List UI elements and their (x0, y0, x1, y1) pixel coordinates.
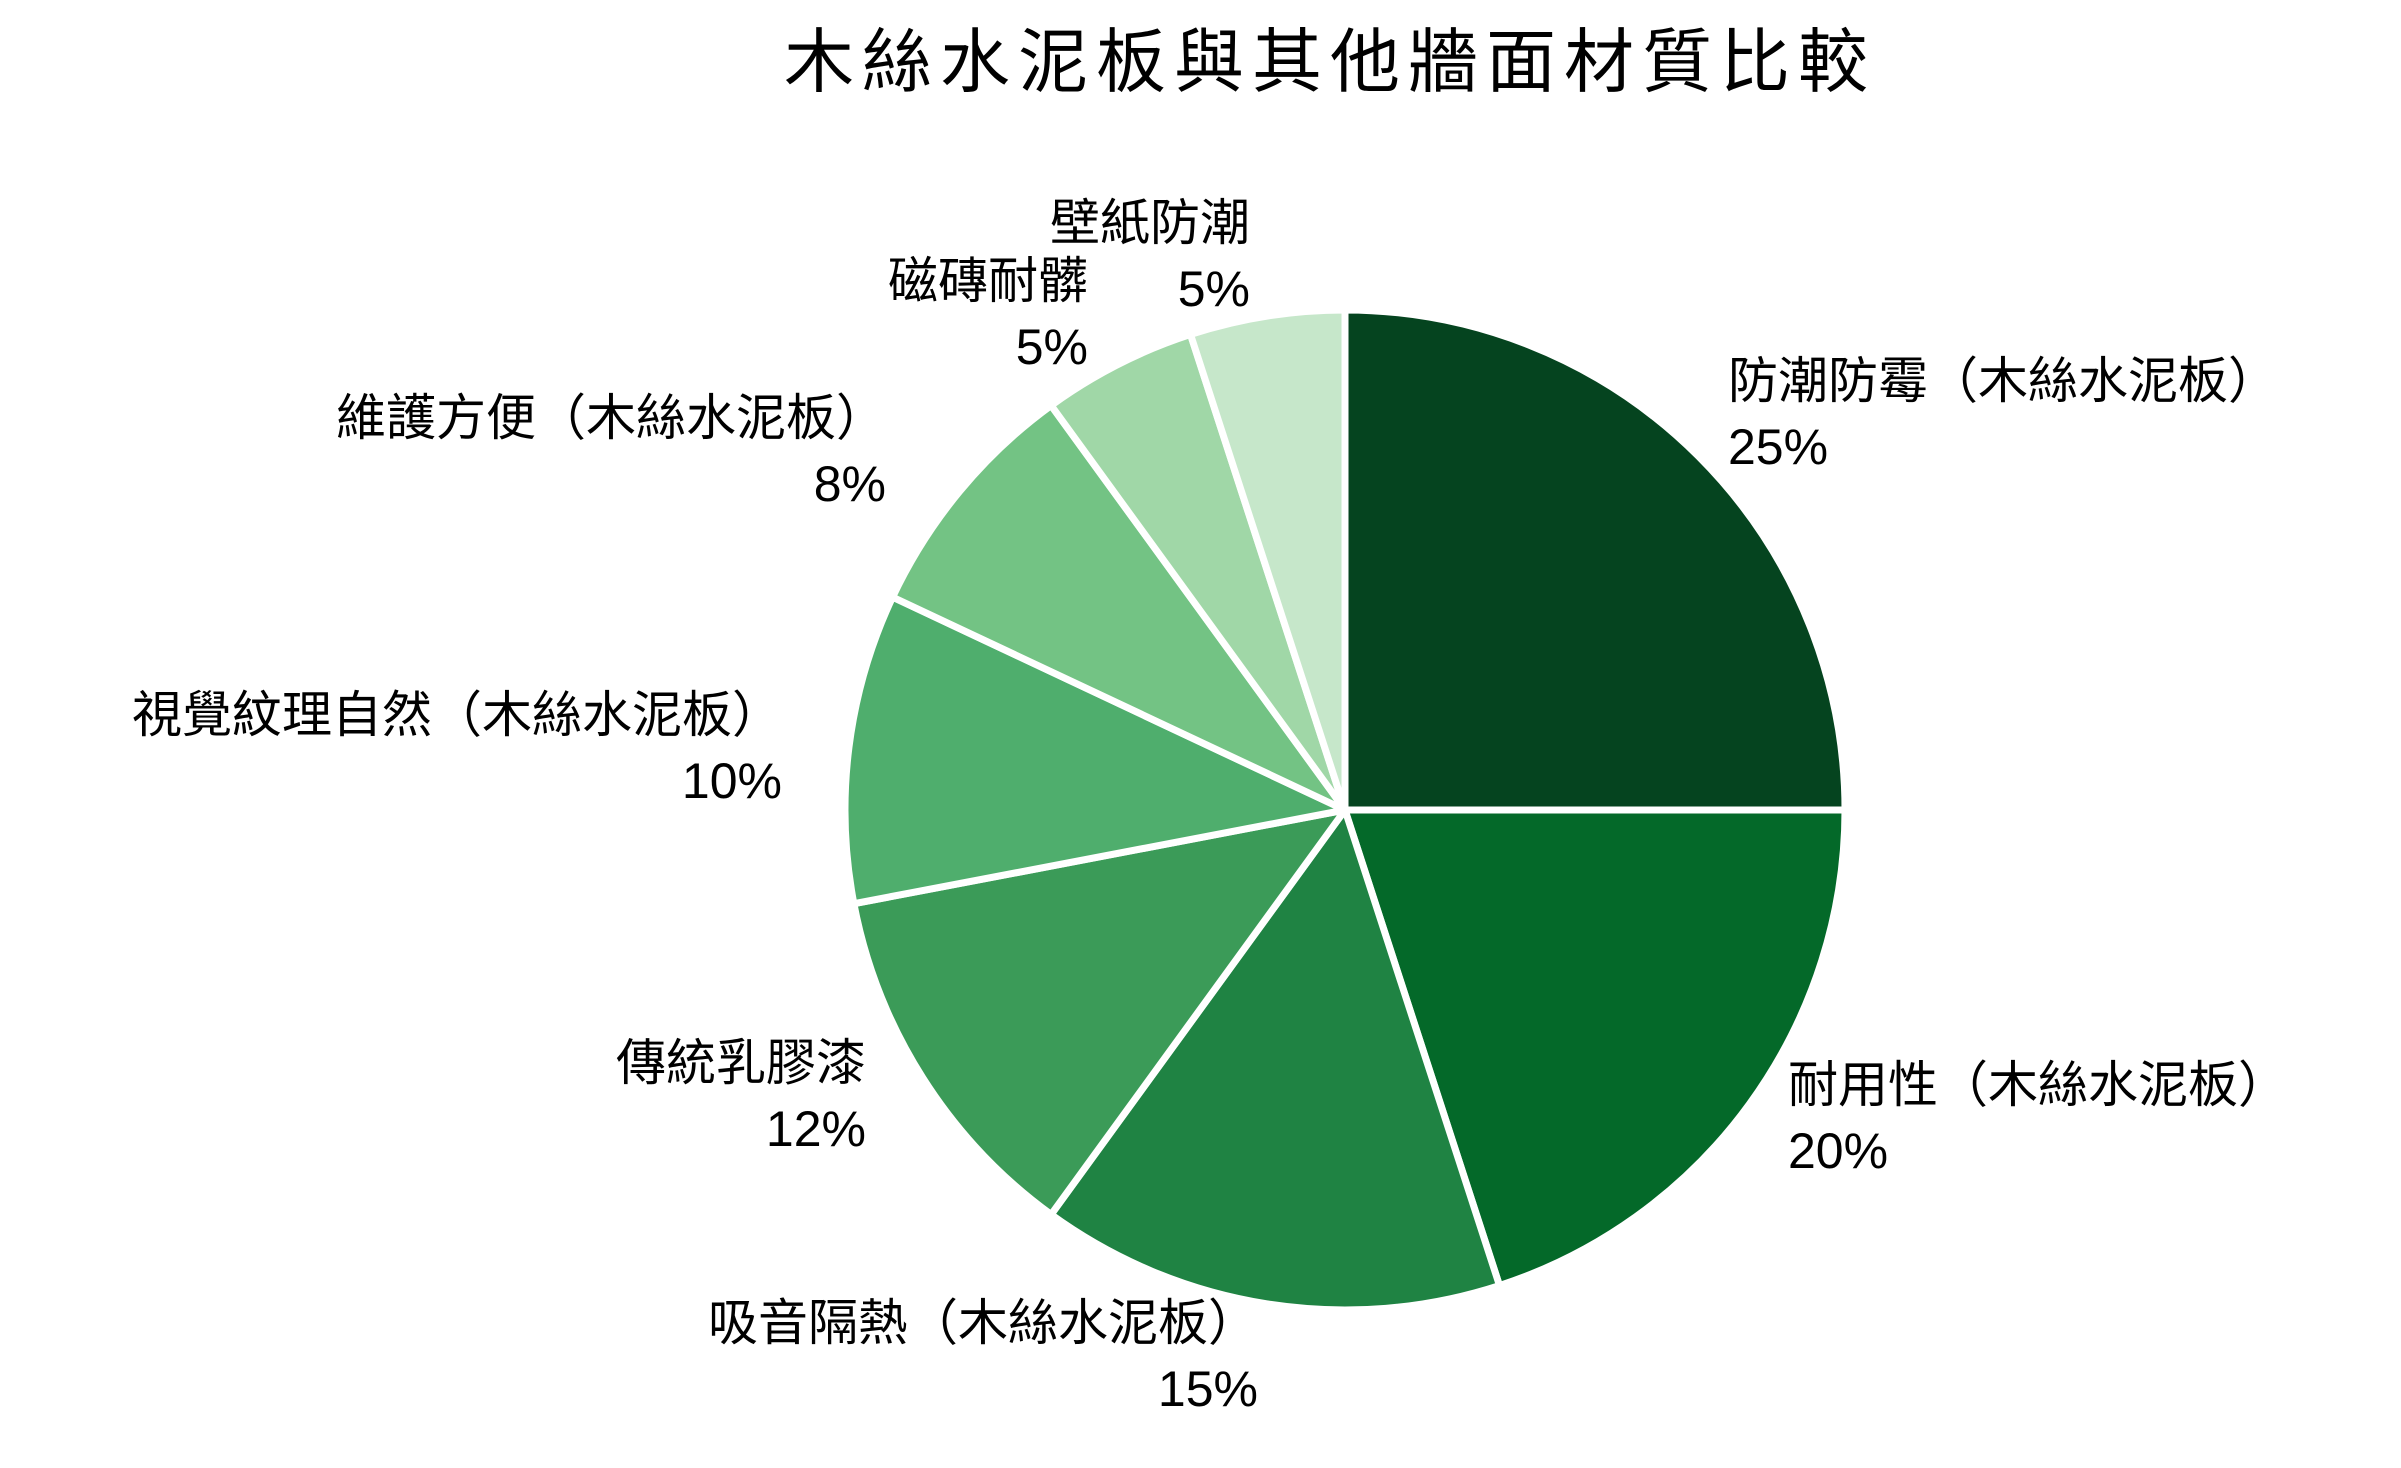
label-wallpaper-moisture: 壁紙防潮 5% (1050, 190, 1250, 322)
label-easy-maintenance: 維護方便（木絲水泥板） 8% (336, 385, 886, 517)
label-visual-texture-text: 視覺紋理自然（木絲水泥板） (132, 687, 782, 743)
pie-slice-2 (1047, 806, 1504, 1314)
label-tile-stain-text: 磁磚耐髒 (888, 253, 1088, 309)
label-latex-paint-pct: 12% (765, 1101, 866, 1157)
pie-slice-1 (1341, 806, 1849, 1290)
label-latex-paint-text: 傳統乳膠漆 (616, 1035, 866, 1091)
label-durability-text: 耐用性（木絲水泥板） (1788, 1057, 2288, 1113)
label-wallpaper-moisture-pct: 5% (1177, 261, 1250, 317)
label-easy-maintenance-text: 維護方便（木絲水泥板） (336, 390, 886, 446)
label-sound-insulation: 吸音隔熱（木絲水泥板） 15% (708, 1290, 1258, 1422)
pie-slice-0 (1341, 306, 1849, 814)
label-moisture-mold-text: 防潮防霉（木絲水泥板） (1728, 353, 2278, 409)
label-durability: 耐用性（木絲水泥板） 20% (1788, 1052, 2288, 1184)
label-wallpaper-moisture-text: 壁紙防潮 (1050, 195, 1250, 251)
label-tile-stain-pct: 5% (1015, 319, 1088, 375)
label-durability-pct: 20% (1788, 1123, 1889, 1179)
label-latex-paint: 傳統乳膠漆 12% (616, 1030, 866, 1162)
label-visual-texture-pct: 10% (681, 753, 782, 809)
label-sound-insulation-pct: 15% (1157, 1361, 1258, 1417)
label-moisture-mold: 防潮防霉（木絲水泥板） 25% (1728, 348, 2278, 480)
label-visual-texture: 視覺紋理自然（木絲水泥板） 10% (132, 682, 782, 814)
label-tile-stain: 磁磚耐髒 5% (888, 248, 1088, 380)
label-sound-insulation-text: 吸音隔熱（木絲水泥板） (708, 1295, 1258, 1351)
pie-slice-3 (850, 806, 1349, 1219)
pie-slice-7 (1186, 306, 1349, 814)
chart-title: 木絲水泥板與其他牆面材質比較 (784, 23, 1876, 101)
pie-slice-5 (889, 401, 1349, 814)
pie-slice-4 (841, 593, 1349, 908)
label-moisture-mold-pct: 25% (1728, 419, 1829, 475)
label-easy-maintenance-pct: 8% (813, 456, 886, 512)
